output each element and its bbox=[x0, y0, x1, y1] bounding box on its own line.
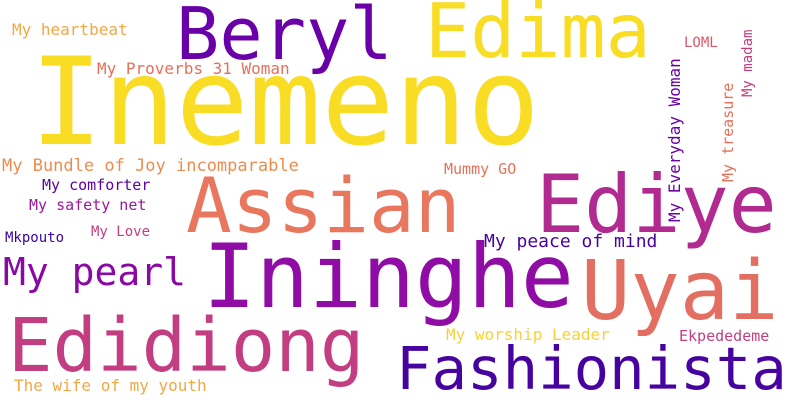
word-my-peace-of-mind: My peace of mind bbox=[484, 231, 658, 252]
word-fashionista: Fashionista bbox=[396, 334, 787, 400]
word-my-bundle-of-joy: My Bundle of Joy incomparable bbox=[2, 156, 299, 176]
word-my-proverbs-31-woman: My Proverbs 31 Woman bbox=[97, 59, 290, 78]
word-my-worship-leader: My worship Leader bbox=[446, 325, 610, 344]
word-my-madam: My madam bbox=[740, 29, 756, 97]
word-mkpouto: Mkpouto bbox=[5, 230, 65, 246]
word-uyai: Uyai bbox=[581, 244, 779, 339]
word-my-pearl: My pearl bbox=[3, 250, 187, 294]
word-ekpededeme: Ekpededeme bbox=[679, 327, 770, 345]
word-inemeno: Inemeno bbox=[30, 32, 540, 173]
word-my-love: My Love bbox=[91, 224, 151, 240]
word-my-everyday-woman: My Everyday Woman bbox=[665, 58, 684, 222]
word-ininghe: Ininghe bbox=[203, 225, 574, 328]
word-edidiong: Edidiong bbox=[8, 303, 365, 389]
word-mummy-go: Mummy GO bbox=[444, 160, 517, 178]
word-edima: Edima bbox=[425, 0, 651, 75]
word-assian: Assian bbox=[186, 161, 461, 250]
word-wife-of-my-youth: The wife of my youth bbox=[14, 376, 207, 395]
word-loml: LOML bbox=[684, 35, 718, 51]
word-my-treasure: My treasure bbox=[719, 82, 737, 182]
word-ediye: Ediye bbox=[536, 158, 777, 251]
word-my-heartbeat: My heartbeat bbox=[12, 20, 128, 39]
word-my-comforter: My comforter bbox=[42, 176, 151, 194]
word-beryl: Beryl bbox=[176, 0, 393, 76]
word-my-safety-net: My safety net bbox=[29, 196, 147, 214]
